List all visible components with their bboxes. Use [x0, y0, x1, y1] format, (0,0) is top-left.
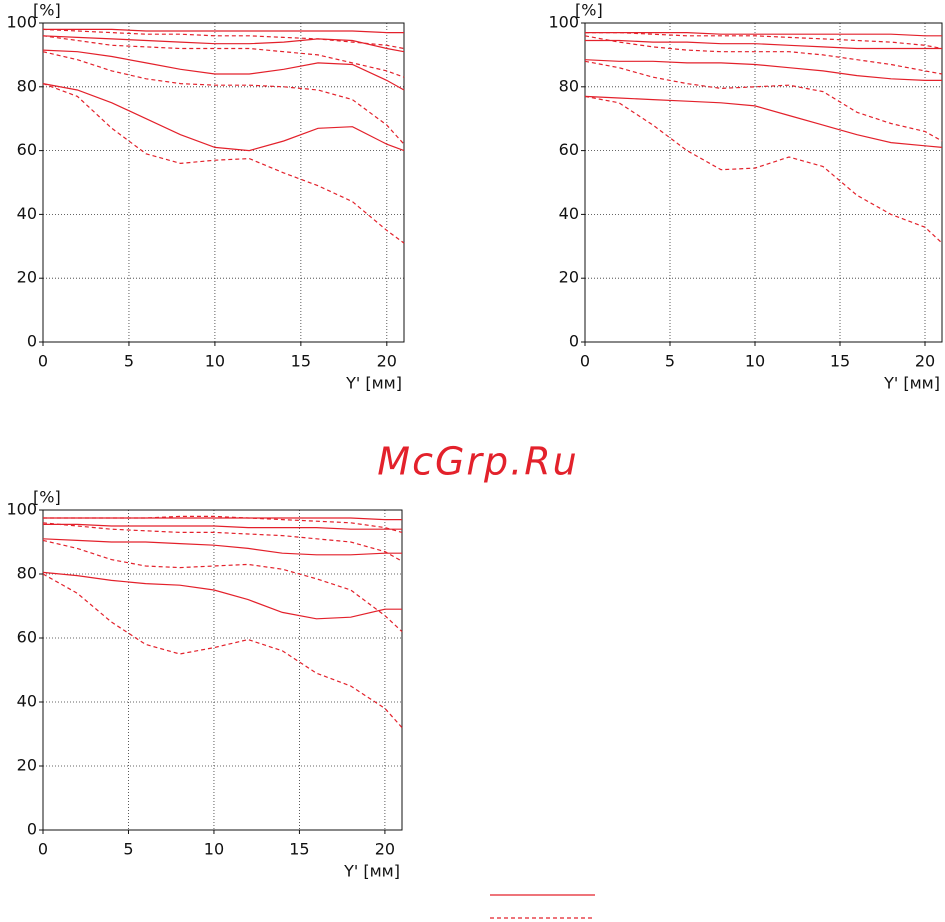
y-tick-label: 100 [548, 13, 579, 32]
x-tick-label: 15 [291, 352, 311, 371]
x-tick-label: 5 [124, 352, 134, 371]
plot-frame [584, 22, 943, 343]
y-tick-label: 20 [17, 268, 37, 287]
x-tick-label: 15 [830, 352, 850, 371]
mtf-curve [42, 83, 405, 244]
plot-frame [42, 22, 405, 343]
x-tick-label: 0 [580, 352, 590, 371]
x-tick-label: 20 [377, 352, 397, 371]
x-tick-label: 10 [204, 840, 224, 859]
mtf-curve [584, 59, 942, 81]
x-tick-label: 20 [375, 840, 395, 859]
y-tick-label: 80 [17, 76, 37, 95]
mtf-curve [42, 35, 405, 53]
x-tick-label: 15 [289, 840, 309, 859]
y-tick-label: 60 [17, 140, 37, 159]
mtf-curve [42, 28, 405, 50]
mtf-curve [43, 515, 403, 533]
mtf-curve [42, 538, 402, 556]
x-tick-label: 10 [205, 352, 225, 371]
mtf-curve [42, 83, 405, 152]
mtf-curve [42, 539, 403, 633]
mtf-curve [42, 571, 402, 620]
x-tick-label: 5 [665, 352, 675, 371]
mtf-curve [42, 49, 405, 91]
x-tick-label: 5 [123, 840, 133, 859]
mtf-curve [584, 60, 943, 142]
y-tick-label: 0 [27, 332, 37, 351]
mtf-curve [42, 35, 405, 78]
y-tick-label: 0 [27, 820, 37, 839]
y-tick-label: 100 [6, 500, 37, 519]
y-tick-label: 60 [559, 140, 579, 159]
y-tick-label: 100 [6, 13, 37, 32]
mtf-curve [585, 39, 942, 50]
x-axis-label: Y' [мм] [345, 374, 402, 393]
mtf-curve [584, 95, 943, 148]
y-tick-label: 40 [559, 204, 579, 223]
mtf-curve [42, 51, 405, 145]
y-axis-label: [%] [575, 1, 603, 20]
x-tick-label: 0 [38, 352, 48, 371]
y-tick-label: 40 [17, 204, 37, 223]
mtf-curve [584, 95, 943, 244]
mtf-curve [584, 35, 943, 75]
y-tick-label: 0 [569, 332, 579, 351]
y-axis-label: [%] [33, 488, 61, 507]
mtf-curve [42, 573, 403, 728]
plot-frame [42, 509, 403, 831]
y-axis-label: [%] [33, 1, 61, 20]
x-tick-label: 10 [745, 352, 765, 371]
y-tick-label: 20 [17, 756, 37, 775]
y-tick-label: 20 [559, 268, 579, 287]
x-axis-label: Y' [мм] [883, 374, 940, 393]
mtf-curve [43, 523, 402, 530]
x-tick-label: 20 [915, 352, 935, 371]
y-tick-label: 80 [559, 76, 579, 95]
mtf-curve [585, 32, 943, 50]
mtf-curve [585, 32, 942, 37]
y-tick-label: 60 [17, 628, 37, 647]
x-tick-label: 0 [38, 840, 48, 859]
y-tick-label: 40 [17, 692, 37, 711]
x-axis-label: Y' [мм] [343, 862, 400, 881]
mtf-curve [43, 28, 404, 34]
mtf-curve [43, 517, 402, 521]
y-tick-label: 80 [17, 564, 37, 583]
watermark: McGrp.Ru [377, 440, 578, 484]
